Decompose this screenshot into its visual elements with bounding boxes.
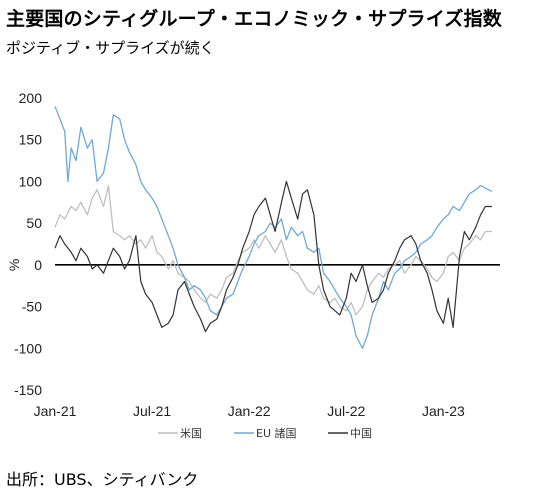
x-tick-label: Jul-21 bbox=[133, 403, 171, 419]
y-axis: 200 150 100 50 0 -50 -100 -150 bbox=[14, 90, 42, 398]
chart-subtitle: ポジティブ・サプライズが続く bbox=[6, 39, 215, 57]
y-tick-label: -50 bbox=[22, 299, 42, 315]
y-tick-label: -150 bbox=[14, 382, 42, 398]
legend: 米国 EU 諸国 中国 bbox=[158, 426, 372, 440]
legend-label: 米国 bbox=[180, 427, 202, 440]
legend-label: EU 諸国 bbox=[256, 426, 297, 440]
source-note: 出所：UBS、シティバンク bbox=[6, 470, 199, 489]
y-axis-label: % bbox=[6, 259, 22, 271]
x-tick-label: Jan-23 bbox=[422, 403, 465, 419]
chart-title: 主要国のシティグループ・エコノミック・サプライズ指数 bbox=[6, 8, 502, 30]
x-tick-label: Jan-21 bbox=[34, 403, 77, 419]
y-tick-label: 150 bbox=[19, 132, 43, 148]
series-line-china bbox=[54, 180, 492, 333]
x-axis: Jan-21 Jul-21 Jan-22 Jul-22 Jan-23 bbox=[34, 403, 465, 419]
y-tick-label: 50 bbox=[26, 215, 42, 231]
series-lines bbox=[54, 106, 493, 349]
y-tick-label: -100 bbox=[14, 340, 42, 356]
y-tick-label: 100 bbox=[19, 173, 43, 189]
legend-label: 中国 bbox=[350, 427, 372, 440]
series-line-us bbox=[54, 184, 492, 316]
x-tick-label: Jul-22 bbox=[327, 403, 365, 419]
y-tick-label: 200 bbox=[19, 90, 43, 106]
y-tick-label: 0 bbox=[34, 257, 42, 273]
x-tick-label: Jan-22 bbox=[228, 403, 271, 419]
